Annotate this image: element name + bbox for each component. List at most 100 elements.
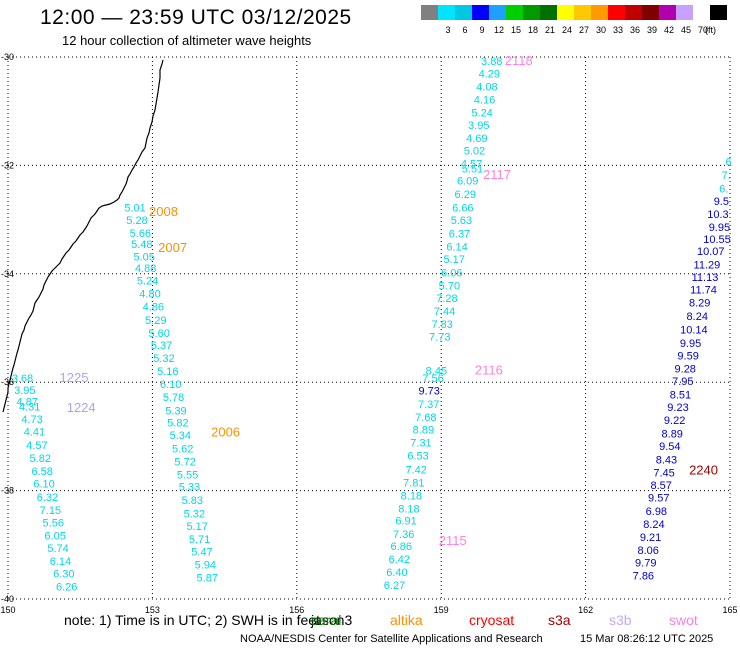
wave-height-value: 6.86 xyxy=(391,541,412,553)
longitude-tick-label: 162 xyxy=(578,605,593,615)
wave-height-value: 6.05 xyxy=(44,530,65,542)
wave-height-value: 3.95 xyxy=(468,120,489,132)
wave-height-value: 6.30 xyxy=(53,568,74,580)
wave-height-value: 6.09 xyxy=(457,175,478,187)
color-legend-label: 21 xyxy=(544,25,556,35)
wave-height-value: 7.68 xyxy=(415,412,436,424)
wave-height-value: 4.08 xyxy=(476,82,497,94)
color-swatch xyxy=(489,5,506,20)
wave-height-value: 9.5 xyxy=(714,196,729,208)
wave-height-value: 5.83 xyxy=(182,495,203,507)
wave-height-value: 7.28 xyxy=(436,293,457,305)
wave-height-value: 3.68 xyxy=(12,373,33,385)
wave-height-value: 6.10 xyxy=(33,478,54,490)
color-legend-label: 6 xyxy=(462,25,468,35)
color-legend-label: 42 xyxy=(663,25,675,35)
wave-height-value: 8.43 xyxy=(656,455,677,467)
color-legend-unit: (ft) xyxy=(705,25,716,35)
wave-height-value: 6.66 xyxy=(452,202,473,214)
wave-height-value: 6.14 xyxy=(50,556,71,568)
color-swatch xyxy=(642,5,659,20)
wave-height-value: 6.40 xyxy=(386,567,407,579)
color-swatch xyxy=(591,5,608,20)
wave-height-value: 9.54 xyxy=(659,441,680,453)
wave-height-value: 7.37 xyxy=(418,399,439,411)
wave-height-value: 5.24 xyxy=(471,108,492,120)
track-pass-label: 2007 xyxy=(158,240,187,255)
longitude-tick-label: 165 xyxy=(722,605,737,615)
color-swatch xyxy=(608,5,625,20)
wave-height-value: 9.28 xyxy=(675,363,696,375)
wave-height-value: 7.15 xyxy=(40,505,61,517)
altimeter-wave-map: 150 153 156 159 162 165 -30 -32 -34 -36 -38 -40 5.01… xyxy=(0,52,737,615)
satellite-legend-s3a: s3a xyxy=(548,612,571,628)
wave-height-value: 5.29 xyxy=(145,315,166,327)
color-legend-label: 18 xyxy=(527,25,539,35)
wave-height-value: 4.87 xyxy=(17,397,38,409)
wave-height-value: 5.70 xyxy=(439,281,460,293)
wave-height-value: 7.86 xyxy=(633,570,654,582)
color-legend-label: 70 xyxy=(697,25,709,35)
wave-height-value: 6.42 xyxy=(389,554,410,566)
wave-height-value: 6 xyxy=(725,156,731,168)
color-legend-label: 33 xyxy=(612,25,624,35)
wave-height-value: 6.26 xyxy=(56,581,77,593)
coastline xyxy=(2,59,164,413)
latitude-tick-label: -38 xyxy=(1,486,14,496)
page-title: 12:00 — 23:59 UTC 03/12/2025 xyxy=(40,6,352,29)
wave-height-value: 8.24 xyxy=(643,519,664,531)
wave-height-value: 4.31 xyxy=(19,401,40,413)
wave-height-value: 6.29 xyxy=(455,189,476,201)
wave-height-value: 8.24 xyxy=(687,311,708,323)
wave-height-value: 10.55 xyxy=(703,234,731,246)
wave-height-value: 5.24 xyxy=(137,276,158,288)
satellite-legend-swot: swot xyxy=(669,612,698,628)
wave-height-value: 9.57 xyxy=(648,492,669,504)
wave-height-value: 5.34 xyxy=(170,430,191,442)
wave-height-value: 9.79 xyxy=(635,557,656,569)
wave-height-value: 9.95 xyxy=(680,338,701,350)
wave-height-value: 5.78 xyxy=(163,392,184,404)
wave-height-value: 6. xyxy=(719,184,728,196)
wave-height-value: 3.88 xyxy=(481,56,502,68)
wave-height-value: 5.55 xyxy=(177,470,198,482)
wave-height-value: 5.82 xyxy=(30,453,51,465)
color-swatch xyxy=(693,5,710,20)
color-legend-label: 24 xyxy=(561,25,573,35)
page-subtitle: 12 hour collection of altimeter wave hei… xyxy=(62,33,312,48)
wave-height-value: 8.57 xyxy=(650,480,671,492)
wave-height-value: 5.17 xyxy=(443,254,464,266)
wave-height-value: 9.95 xyxy=(709,222,730,234)
wave-height-value: 4.80 xyxy=(139,289,160,301)
wave-height-value: 5.72 xyxy=(174,457,195,469)
color-swatch xyxy=(438,5,455,20)
wave-height-value: 5.62 xyxy=(172,444,193,456)
wave-height-value: 7.83 xyxy=(431,319,452,331)
color-swatch xyxy=(523,5,540,20)
wave-height-value: 5.02 xyxy=(464,146,485,158)
wave-height-value: 5.60 xyxy=(148,328,169,340)
track-pass-label: 2117 xyxy=(483,167,511,182)
wave-height-value: 7.81 xyxy=(403,477,424,489)
longitude-tick-label: 150 xyxy=(0,605,15,615)
color-legend-label: 9 xyxy=(479,25,485,35)
longitude-tick-label: 159 xyxy=(434,605,449,615)
satellite-legend-saral: saral xyxy=(311,612,342,628)
wave-height-value: 5.63 xyxy=(451,215,472,227)
track-pass-label: 2008 xyxy=(149,204,178,219)
wave-height-value: 4.88 xyxy=(135,263,156,275)
wave-height-value: 5.74 xyxy=(47,543,68,555)
wave-height-value: 10.3 xyxy=(707,209,728,221)
wave-height-value: 5.28 xyxy=(126,215,147,227)
wave-height-value: 8.89 xyxy=(413,425,434,437)
wave-height-value: 7.42 xyxy=(405,464,426,476)
color-swatch xyxy=(472,5,489,20)
wave-height-value: 4.57 xyxy=(26,440,47,452)
wave-height-value: 5.82 xyxy=(167,418,188,430)
wave-height-value: 6.58 xyxy=(31,466,52,478)
wave-height-value: 5.17 xyxy=(186,521,207,533)
wave-height-value: 5.94 xyxy=(195,560,216,572)
wave-height-value: 7.31 xyxy=(410,438,431,450)
track-pass-label: 2006 xyxy=(211,424,240,439)
wave-height-value: 7. xyxy=(722,170,731,182)
